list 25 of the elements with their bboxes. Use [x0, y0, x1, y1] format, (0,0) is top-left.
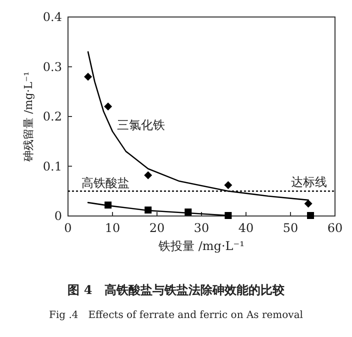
y-axis-title: 砷残留量 /mg·L⁻¹: [22, 72, 35, 162]
ref-line-label: 达标线: [291, 175, 327, 190]
y-tick-label: 0.4: [42, 10, 62, 24]
x-tick-label: 20: [149, 221, 165, 235]
x-tick-label: 30: [194, 221, 210, 235]
y-tick-label: 0: [54, 209, 62, 223]
y-tick-label: 0.2: [42, 110, 62, 124]
point: [104, 102, 112, 111]
text: 图 4 高铁酸盐与铁盐法除砷效能的比较: [68, 283, 286, 297]
text: Fig .4 Effects of ferrate and ferric on As removal: [49, 310, 303, 321]
annotation: 三氯化铁: [116, 118, 165, 132]
point: [84, 72, 92, 81]
x-tick-label: 40: [238, 221, 254, 235]
x-tick-label: 0: [64, 221, 72, 235]
point: [144, 171, 152, 180]
y-tick-label: 0.1: [42, 159, 62, 174]
x-axis-title: 铁投量 /mg·L⁻¹: [158, 239, 244, 253]
point: [304, 200, 312, 208]
point: [224, 181, 232, 190]
annotation: 高铁酸盐: [81, 176, 130, 190]
point: [307, 212, 314, 220]
y-tick-label: 0.3: [42, 60, 62, 74]
x-tick-label: 60: [327, 221, 343, 235]
x-tick-label: 10: [104, 221, 120, 235]
x-tick-label: 50: [282, 221, 298, 235]
